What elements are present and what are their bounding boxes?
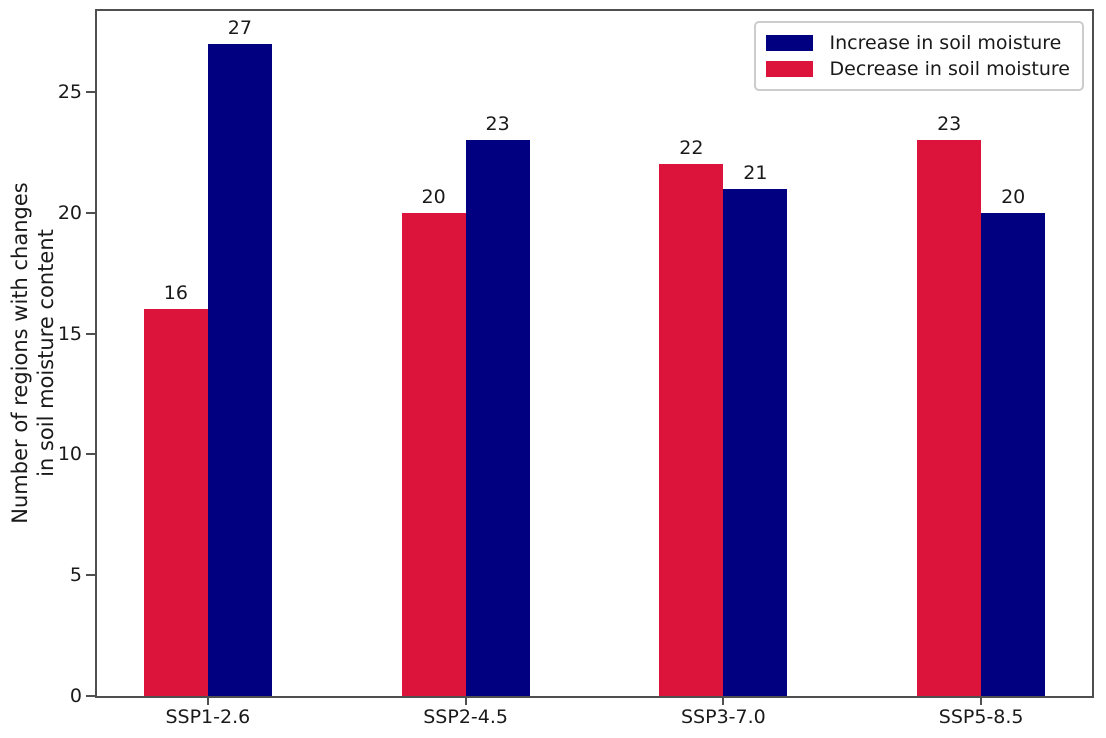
bar-value-label: 20 [421,185,446,208]
y-tick-label: 0 [69,685,82,707]
bar-increase-ssp5-8.5 [981,212,1046,696]
legend-swatch [765,35,813,51]
y-tick-mark [86,90,95,93]
bar-decrease-ssp1-2.6 [143,309,208,696]
x-tick-label-ssp3-7.0: SSP3-7.0 [681,706,766,728]
y-tick-mark [86,453,95,456]
x-tick-mark [206,696,209,705]
y-tick-label: 5 [69,564,82,587]
legend-swatch [765,61,813,77]
y-tick-label: 15 [57,322,82,345]
bar-value-label: 23 [937,113,962,136]
bar-decrease-ssp5-8.5 [917,140,982,696]
x-tick-label-ssp2-4.5: SSP2-4.5 [423,706,508,728]
legend-item-label: Decrease in soil moisture [829,58,1071,80]
legend-item: Increase in soil moisture [765,30,1071,56]
x-tick-mark [722,696,725,705]
x-tick-mark [464,696,467,705]
bar-value-label: 20 [1001,185,1026,208]
legend-item: Decrease in soil moisture [765,56,1071,82]
y-axis-title: Number of regions with changes in soil m… [7,182,58,524]
bar-increase-ssp1-2.6 [207,43,272,696]
x-tick-mark [980,696,983,705]
bar-value-label: 21 [743,161,768,184]
y-tick-mark [86,574,95,577]
plot-area: 16 27 20 23 22 21 23 20 Increase in soil moistu… [95,9,1094,698]
y-tick-mark [86,695,95,697]
bar-increase-ssp3-7.0 [723,188,788,696]
bar-increase-ssp2-4.5 [465,140,530,696]
legend-item-label: Increase in soil moisture [829,32,1062,54]
bar-value-label: 22 [679,137,704,160]
bar-value-label: 16 [163,282,188,305]
y-tick-label: 20 [57,201,82,224]
x-tick-label-ssp1-2.6: SSP1-2.6 [165,706,251,728]
y-tick-label: 10 [57,443,82,466]
legend: Increase in soil moisture Decrease in soi… [753,21,1084,91]
bar-value-label: 27 [227,16,252,39]
y-tick-mark [86,211,95,214]
y-tick-label: 25 [57,80,82,103]
x-tick-label-ssp5-8.5: SSP5-8.5 [938,706,1024,728]
bar-decrease-ssp2-4.5 [401,212,466,696]
bar-value-label: 23 [485,113,510,136]
y-tick-mark [86,332,95,335]
bar-decrease-ssp3-7.0 [659,164,724,696]
